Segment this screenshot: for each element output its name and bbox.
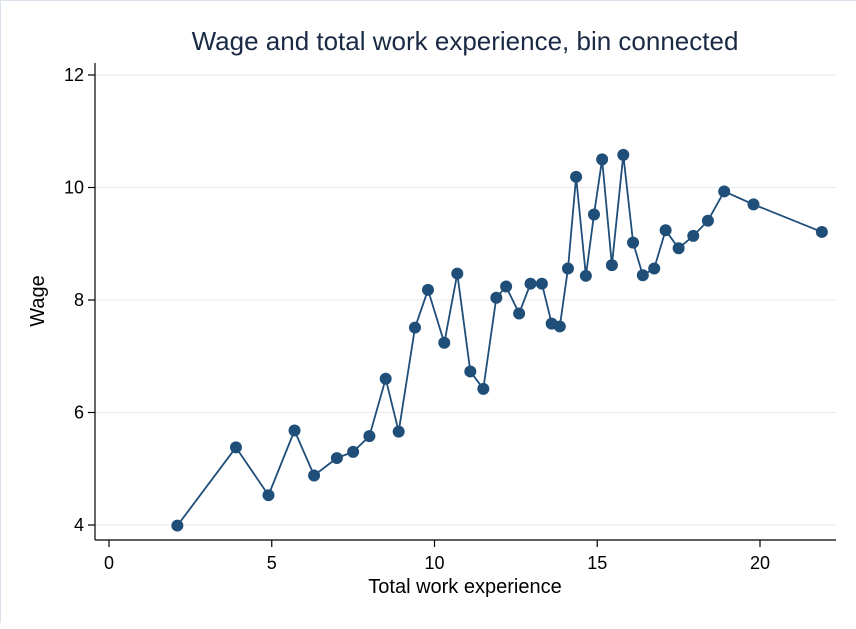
data-point [262, 489, 275, 502]
data-point [363, 430, 376, 443]
data-point [500, 280, 513, 293]
data-points [171, 148, 828, 532]
data-point [747, 198, 760, 211]
data-point [672, 242, 685, 255]
data-point [171, 519, 184, 532]
data-point [464, 365, 477, 378]
data-point [451, 267, 464, 280]
y-axis-label: Wage [27, 275, 49, 327]
x-axis-ticks: 0 5 10 15 20 [104, 540, 770, 573]
data-point [477, 382, 490, 395]
y-tick-label: 10 [64, 178, 84, 198]
y-tick-label: 4 [74, 515, 84, 535]
data-point [392, 425, 405, 438]
y-tick-label: 8 [74, 290, 84, 310]
gridlines [95, 74, 836, 526]
x-tick-label: 0 [104, 553, 114, 573]
x-tick-label: 20 [750, 553, 770, 573]
data-point [627, 236, 640, 249]
data-point [605, 259, 618, 272]
chart-title: Wage and total work experience, bin conn… [192, 26, 739, 56]
data-point [535, 277, 548, 290]
x-tick-label: 10 [424, 553, 444, 573]
data-point [229, 441, 242, 454]
data-point [561, 262, 574, 275]
data-point [659, 224, 672, 237]
data-point [648, 262, 661, 275]
data-point [579, 269, 592, 282]
data-point [308, 469, 321, 482]
data-point [815, 225, 828, 238]
data-point [379, 372, 392, 385]
data-point [587, 208, 600, 221]
y-tick-label: 6 [74, 403, 84, 423]
data-point [524, 277, 537, 290]
x-tick-label: 15 [587, 553, 607, 573]
data-point [596, 153, 609, 166]
data-point [421, 283, 434, 296]
data-point [553, 320, 566, 333]
data-point [288, 424, 301, 437]
y-axis-ticks: 4 6 8 10 12 [64, 65, 95, 535]
data-point [513, 307, 526, 320]
data-point [347, 445, 360, 458]
data-point [408, 321, 421, 334]
data-point [438, 336, 451, 349]
x-tick-label: 5 [267, 553, 277, 573]
x-axis-label: Total work experience [368, 576, 561, 598]
y-tick-label: 12 [64, 65, 84, 85]
data-point [570, 170, 583, 183]
data-point [718, 185, 731, 198]
data-point [490, 291, 503, 304]
data-point [701, 214, 714, 227]
data-point [636, 269, 649, 282]
data-point [617, 148, 630, 161]
data-point [687, 229, 700, 242]
data-point [330, 452, 343, 465]
